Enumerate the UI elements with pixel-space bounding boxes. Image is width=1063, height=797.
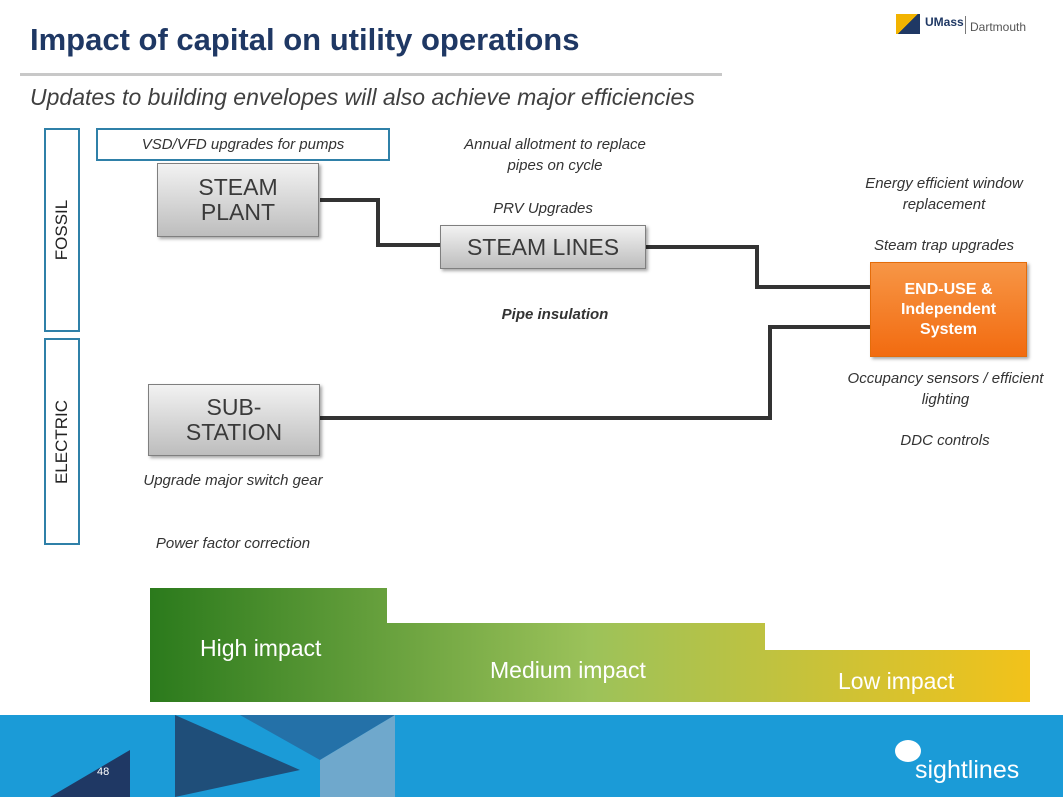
logo-icon [896,14,920,34]
footer-shape [320,715,395,797]
annotation: Power factor correction [155,535,311,552]
connector [320,325,870,420]
connector [645,245,870,289]
annotation: PRV Upgrades [493,200,593,217]
annotation: Steam trap upgrades [873,237,1015,254]
annotation: Occupancy sensors / efficient lighting [847,370,1044,408]
annotation: Pipe insulation [501,306,609,323]
impact-label: Medium impact [490,657,646,683]
section-box: ELECTRIC [44,338,80,545]
annotation: DDC controls [900,432,990,449]
section-box: FOSSIL [44,128,80,332]
impact-label: Low impact [838,668,955,694]
annotation: Energy efficient window replacement [865,175,1023,213]
logo-primary: UMass [925,15,964,29]
node: END-USE & Independent System [870,262,1027,357]
node: SUB-STATION [148,384,320,456]
node: STEAM PLANT [157,163,319,237]
footer-shape [175,715,300,797]
brand-icon [895,740,921,762]
subtitle: Updates to building envelopes will also … [30,84,695,110]
impact-label: High impact [200,635,322,661]
annotation: Upgrade major switch gear [143,472,323,489]
connector [320,198,440,247]
logo-secondary: Dartmouth [970,20,1027,34]
title: Impact of capital on utility operations [30,22,580,57]
footer-shape [240,715,395,760]
title-rule [20,73,722,76]
annotation-box: VSD/VFD upgrades for pumps [96,128,390,161]
footer-shape [50,750,130,797]
annotation: Annual allotment to replace pipes on cyc… [464,136,646,174]
node: STEAM LINES [440,225,646,269]
page-number: 48 [97,766,110,778]
impact-bar [150,588,1030,702]
logo-divider [965,16,966,34]
brand: sightlines [915,756,1020,784]
